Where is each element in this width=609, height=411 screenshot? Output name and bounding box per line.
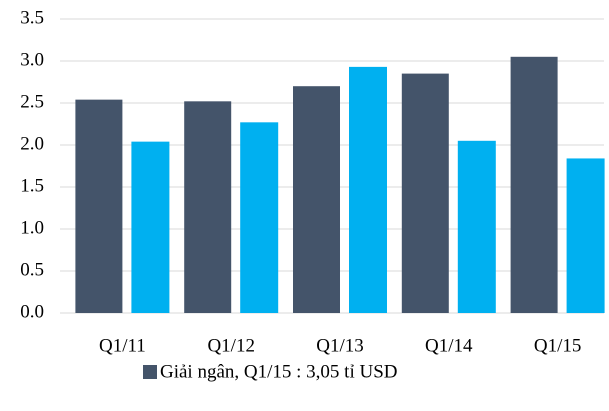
y-tick-label: 0.0 (20, 301, 44, 322)
x-tick-label: Q1/12 (207, 335, 255, 356)
bar (566, 158, 605, 313)
x-tick-label: Q1/11 (99, 335, 146, 356)
bar (510, 56, 558, 314)
x-tick-label: Q1/15 (534, 335, 582, 356)
y-tick-label: 2.0 (20, 133, 44, 154)
bar (349, 66, 387, 313)
bar (401, 73, 449, 313)
x-tick-label: Q1/13 (316, 335, 364, 356)
x-tick-label: Q1/14 (425, 335, 473, 356)
y-tick-label: 1.0 (20, 217, 44, 238)
y-tick-label: 3.0 (20, 49, 44, 70)
bar (184, 101, 232, 313)
bar (293, 86, 340, 313)
legend-label: Giải ngân, Q1/15 : 3,05 tỉ USD (160, 361, 398, 382)
y-tick-label: 1.5 (20, 175, 44, 196)
y-tick-label: 3.5 (20, 7, 44, 28)
bar (457, 140, 496, 313)
y-tick-label: 2.5 (20, 91, 44, 112)
legend-swatch (143, 365, 157, 379)
bar (75, 99, 123, 313)
bar (131, 141, 170, 313)
y-tick-label: 0.5 (20, 259, 44, 280)
bar (240, 122, 279, 313)
